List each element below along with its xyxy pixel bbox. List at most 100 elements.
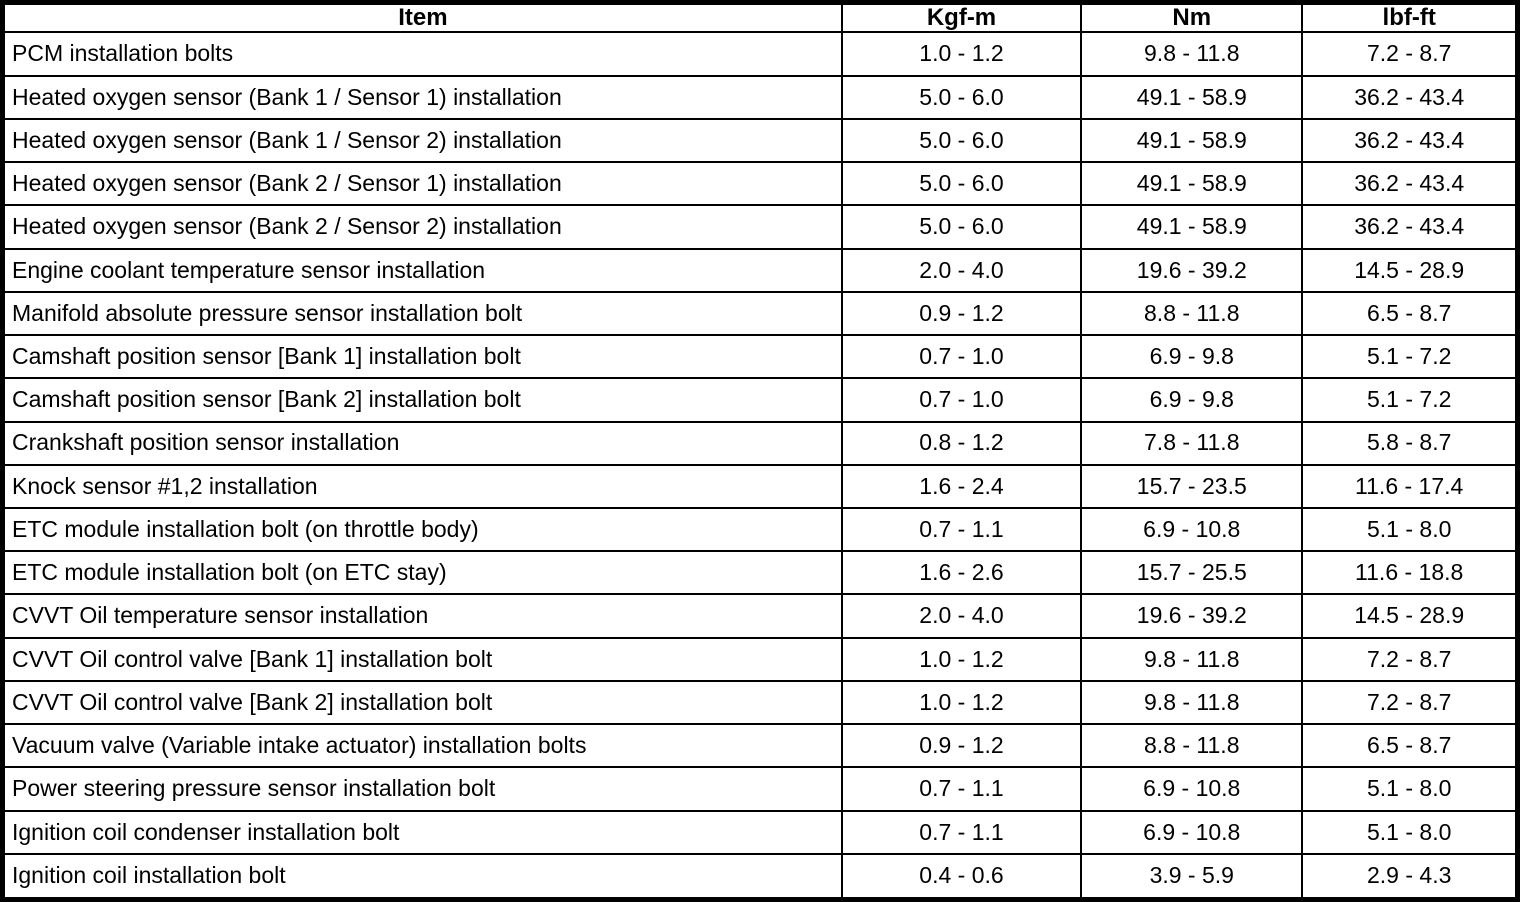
item-cell: Knock sensor #1,2 installation [1, 463, 843, 509]
nm-cell: 49.1 - 58.9 [1080, 204, 1304, 250]
table-row: Manifold absolute pressure sensor instal… [1, 290, 1519, 337]
lbf-ft-cell: 6.5 - 8.7 [1301, 723, 1519, 769]
column-header-nm: Nm [1080, 1, 1304, 34]
item-cell: Manifold absolute pressure sensor instal… [1, 290, 843, 337]
column-header-lbf-ft: lbf-ft [1301, 1, 1519, 34]
item-cell: Camshaft position sensor [Bank 2] instal… [1, 377, 843, 423]
kgf-m-cell: 0.4 - 0.6 [840, 852, 1083, 901]
nm-cell: 6.9 - 9.8 [1080, 334, 1304, 380]
lbf-ft-cell: 11.6 - 18.8 [1301, 550, 1519, 596]
item-cell: Ignition coil installation bolt [1, 852, 843, 901]
lbf-ft-cell: 14.5 - 28.9 [1301, 593, 1519, 639]
lbf-ft-cell: 36.2 - 43.4 [1301, 74, 1519, 120]
item-cell: Heated oxygen sensor (Bank 1 / Sensor 1)… [1, 74, 843, 120]
nm-cell: 6.9 - 10.8 [1080, 766, 1304, 812]
kgf-m-cell: 0.7 - 1.1 [840, 766, 1083, 812]
item-cell: Heated oxygen sensor (Bank 2 / Sensor 1)… [1, 161, 843, 207]
kgf-m-cell: 0.9 - 1.2 [840, 723, 1083, 769]
nm-cell: 49.1 - 58.9 [1080, 74, 1304, 120]
nm-cell: 6.9 - 10.8 [1080, 809, 1304, 855]
kgf-m-cell: 1.0 - 1.2 [840, 31, 1083, 77]
kgf-m-cell: 1.6 - 2.4 [840, 463, 1083, 509]
table-row: Crankshaft position sensor installation 0… [1, 420, 1519, 466]
table-row: PCM installation bolts 1.0 - 1.2 9.8 - 11.… [1, 31, 1519, 77]
kgf-m-cell: 2.0 - 4.0 [840, 593, 1083, 639]
kgf-m-cell: 5.0 - 6.0 [840, 74, 1083, 120]
lbf-ft-cell: 7.2 - 8.7 [1301, 679, 1519, 726]
header-row: Item Kgf-m Nm lbf-ft [1, 1, 1519, 34]
kgf-m-cell: 0.8 - 1.2 [840, 420, 1083, 466]
lbf-ft-cell: 14.5 - 28.9 [1301, 247, 1519, 293]
lbf-ft-cell: 5.1 - 8.0 [1301, 766, 1519, 812]
nm-cell: 6.9 - 10.8 [1080, 506, 1304, 553]
nm-cell: 3.9 - 5.9 [1080, 852, 1304, 901]
item-cell: Crankshaft position sensor installation [1, 420, 843, 466]
table-row: Knock sensor #1,2 installation 1.6 - 2.4 1… [1, 463, 1519, 509]
lbf-ft-cell: 5.8 - 8.7 [1301, 420, 1519, 466]
table-row: ETC module installation bolt (on throttl… [1, 506, 1519, 553]
nm-cell: 9.8 - 11.8 [1080, 31, 1304, 77]
lbf-ft-cell: 11.6 - 17.4 [1301, 463, 1519, 509]
item-cell: ETC module installation bolt (on ETC sta… [1, 550, 843, 596]
table-row: Camshaft position sensor [Bank 2] instal… [1, 377, 1519, 423]
lbf-ft-cell: 36.2 - 43.4 [1301, 204, 1519, 250]
kgf-m-cell: 0.7 - 1.0 [840, 377, 1083, 423]
nm-cell: 49.1 - 58.9 [1080, 161, 1304, 207]
item-cell: Heated oxygen sensor (Bank 2 / Sensor 2)… [1, 204, 843, 250]
table-row: Power steering pressure sensor installat… [1, 766, 1519, 812]
table-body: PCM installation bolts 1.0 - 1.2 9.8 - 11.… [1, 31, 1519, 901]
nm-cell: 8.8 - 11.8 [1080, 290, 1304, 337]
kgf-m-cell: 0.7 - 1.1 [840, 809, 1083, 855]
table-row: Ignition coil condenser installation bol… [1, 809, 1519, 855]
lbf-ft-cell: 36.2 - 43.4 [1301, 117, 1519, 164]
table-row: CVVT Oil control valve [Bank 1] installa… [1, 636, 1519, 682]
kgf-m-cell: 0.7 - 1.1 [840, 506, 1083, 553]
kgf-m-cell: 5.0 - 6.0 [840, 117, 1083, 164]
nm-cell: 15.7 - 25.5 [1080, 550, 1304, 596]
table-row: Heated oxygen sensor (Bank 2 / Sensor 1)… [1, 161, 1519, 207]
lbf-ft-cell: 5.1 - 7.2 [1301, 377, 1519, 423]
kgf-m-cell: 0.9 - 1.2 [840, 290, 1083, 337]
kgf-m-cell: 1.0 - 1.2 [840, 636, 1083, 682]
table-row: CVVT Oil control valve [Bank 2] installa… [1, 679, 1519, 726]
kgf-m-cell: 1.6 - 2.6 [840, 550, 1083, 596]
kgf-m-cell: 5.0 - 6.0 [840, 204, 1083, 250]
table-row: ETC module installation bolt (on ETC sta… [1, 550, 1519, 596]
lbf-ft-cell: 5.1 - 8.0 [1301, 506, 1519, 553]
table-row: Camshaft position sensor [Bank 1] instal… [1, 334, 1519, 380]
kgf-m-cell: 1.0 - 1.2 [840, 679, 1083, 726]
item-cell: Engine coolant temperature sensor instal… [1, 247, 843, 293]
column-header-kgf-m: Kgf-m [840, 1, 1083, 34]
nm-cell: 49.1 - 58.9 [1080, 117, 1304, 164]
nm-cell: 6.9 - 9.8 [1080, 377, 1304, 423]
nm-cell: 19.6 - 39.2 [1080, 593, 1304, 639]
kgf-m-cell: 2.0 - 4.0 [840, 247, 1083, 293]
lbf-ft-cell: 5.1 - 8.0 [1301, 809, 1519, 855]
item-cell: Heated oxygen sensor (Bank 1 / Sensor 2)… [1, 117, 843, 164]
table-row: CVVT Oil temperature sensor installation… [1, 593, 1519, 639]
nm-cell: 9.8 - 11.8 [1080, 636, 1304, 682]
kgf-m-cell: 5.0 - 6.0 [840, 161, 1083, 207]
item-cell: CVVT Oil control valve [Bank 2] installa… [1, 679, 843, 726]
nm-cell: 15.7 - 23.5 [1080, 463, 1304, 509]
item-cell: Power steering pressure sensor installat… [1, 766, 843, 812]
lbf-ft-cell: 36.2 - 43.4 [1301, 161, 1519, 207]
item-cell: ETC module installation bolt (on throttl… [1, 506, 843, 553]
item-cell: Ignition coil condenser installation bol… [1, 809, 843, 855]
nm-cell: 8.8 - 11.8 [1080, 723, 1304, 769]
item-cell: CVVT Oil temperature sensor installation [1, 593, 843, 639]
lbf-ft-cell: 2.9 - 4.3 [1301, 852, 1519, 901]
lbf-ft-cell: 7.2 - 8.7 [1301, 31, 1519, 77]
table-row: Ignition coil installation bolt 0.4 - 0.6… [1, 852, 1519, 901]
table-row: Heated oxygen sensor (Bank 1 / Sensor 1)… [1, 74, 1519, 120]
table-row: Heated oxygen sensor (Bank 1 / Sensor 2)… [1, 117, 1519, 164]
kgf-m-cell: 0.7 - 1.0 [840, 334, 1083, 380]
item-cell: CVVT Oil control valve [Bank 1] installa… [1, 636, 843, 682]
item-cell: Camshaft position sensor [Bank 1] instal… [1, 334, 843, 380]
item-cell: PCM installation bolts [1, 31, 843, 77]
column-header-item: Item [1, 1, 843, 34]
table-row: Heated oxygen sensor (Bank 2 / Sensor 2)… [1, 204, 1519, 250]
lbf-ft-cell: 6.5 - 8.7 [1301, 290, 1519, 337]
